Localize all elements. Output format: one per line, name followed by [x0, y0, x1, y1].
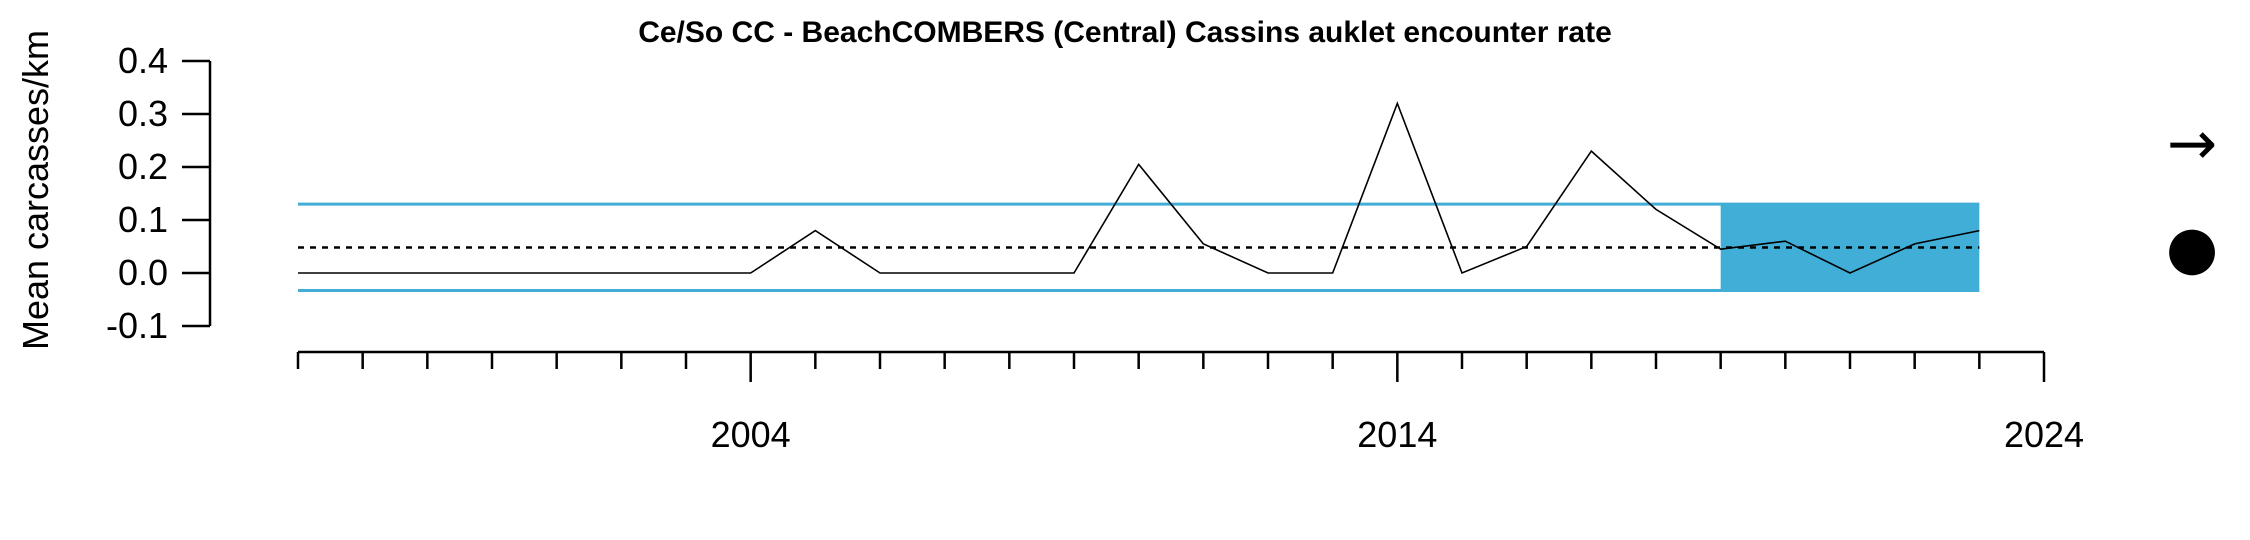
- y-tick-label: 0.2: [118, 146, 168, 187]
- x-tick-label: 2004: [711, 414, 791, 455]
- chart-title: Ce/So CC - BeachCOMBERS (Central) Cassin…: [638, 16, 1612, 49]
- status-dot-icon: ●: [2166, 213, 2218, 283]
- plot-area: -0.1 0.0 0.1 0.2 0.3 0.4 2004 2014 2024: [106, 40, 2084, 455]
- x-tick-label: 2014: [1357, 414, 1437, 455]
- y-tick-label: 0.0: [118, 252, 168, 293]
- y-tick-label: 0.4: [118, 40, 168, 81]
- y-tick-label: 0.1: [118, 199, 168, 240]
- series-line: [298, 101, 1980, 275]
- y-axis-label: Mean carcasses/km: [15, 30, 56, 350]
- y-tick-label: -0.1: [106, 305, 168, 346]
- trend-arrow-icon: →: [2167, 109, 2217, 179]
- y-tick-label: 0.3: [118, 93, 168, 134]
- x-tick-label: 2024: [2004, 414, 2084, 455]
